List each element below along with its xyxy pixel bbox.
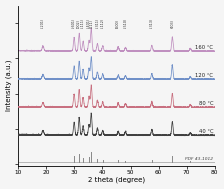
Text: (-201): (-201): [41, 17, 45, 28]
Text: (002): (002): [77, 19, 81, 28]
Text: PDF 43-1012: PDF 43-1012: [185, 157, 213, 161]
Text: (-311): (-311): [95, 17, 99, 28]
Text: (403): (403): [170, 19, 174, 28]
Text: (-313): (-313): [150, 17, 154, 28]
Text: (111): (111): [89, 19, 93, 28]
Text: (600): (600): [116, 19, 120, 28]
Text: 120 °C: 120 °C: [195, 73, 213, 78]
Text: (-112): (-112): [101, 17, 105, 28]
Text: 160 °C: 160 °C: [195, 45, 213, 50]
Y-axis label: Intensity (a.u.): Intensity (a.u.): [6, 60, 12, 111]
X-axis label: 2 theta (degree): 2 theta (degree): [88, 177, 145, 184]
Text: (-111): (-111): [81, 17, 85, 28]
Text: 80 °C: 80 °C: [199, 101, 213, 106]
Text: (-601): (-601): [72, 17, 76, 28]
Text: (-510): (-510): [123, 17, 127, 28]
Text: 40 °C: 40 °C: [199, 129, 213, 134]
Text: (-401): (-401): [87, 17, 91, 28]
